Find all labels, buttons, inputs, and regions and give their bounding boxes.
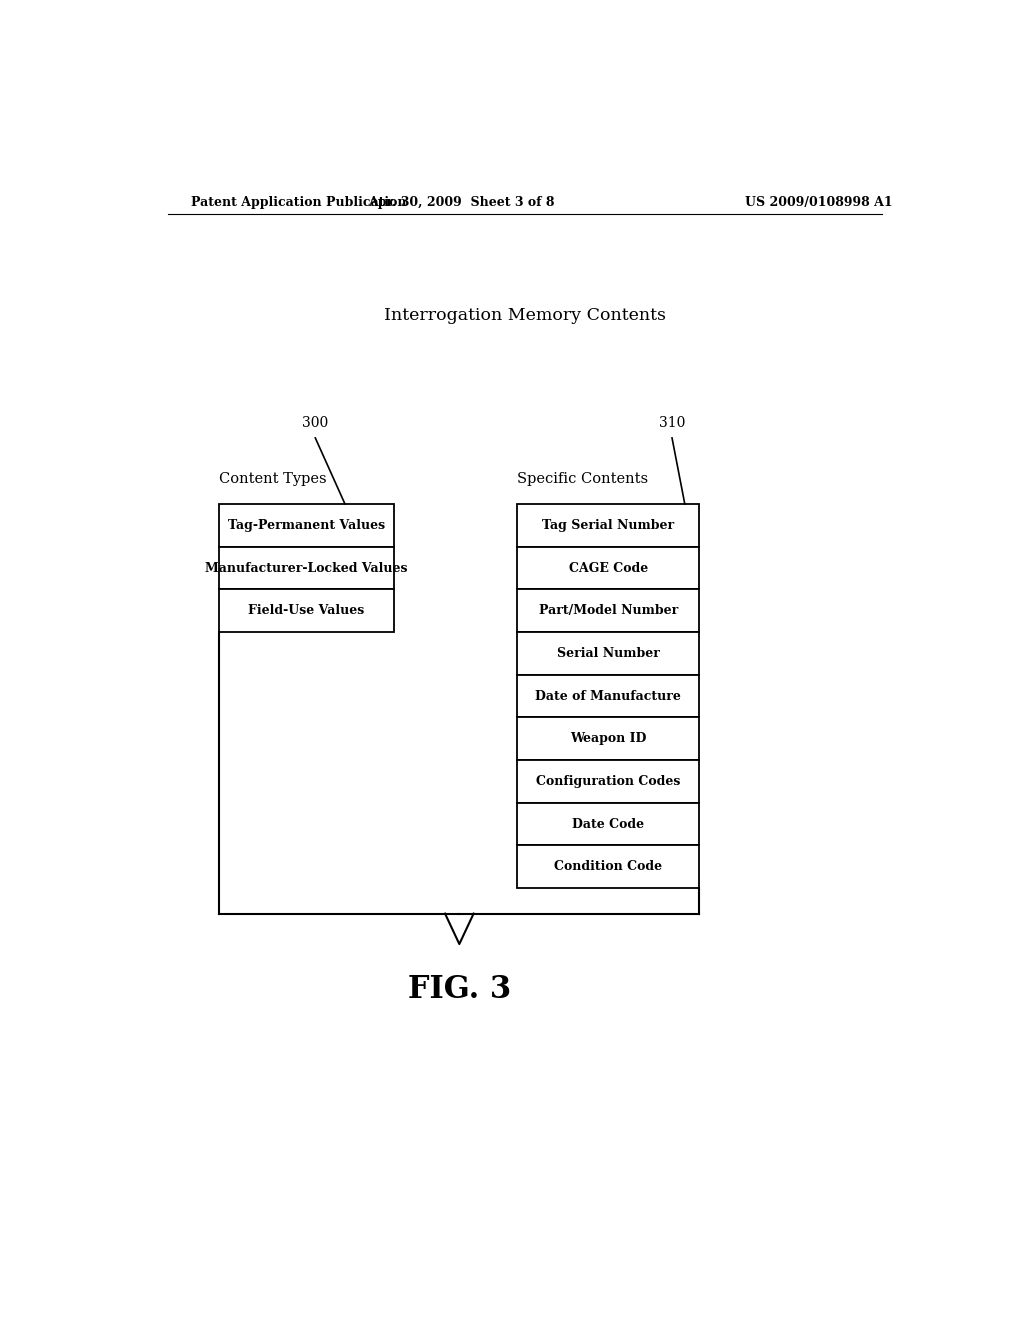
Bar (219, 589, 394, 632)
Text: Tag-Permanent Values: Tag-Permanent Values (228, 519, 385, 532)
Bar (219, 504, 394, 546)
Text: Specific Contents: Specific Contents (517, 471, 648, 486)
Text: 300: 300 (302, 416, 329, 430)
Bar (517, 846, 699, 888)
Bar (517, 718, 699, 760)
Text: Apr. 30, 2009  Sheet 3 of 8: Apr. 30, 2009 Sheet 3 of 8 (368, 195, 555, 209)
Text: Condition Code: Condition Code (554, 861, 663, 874)
Bar (219, 546, 394, 589)
Bar (517, 546, 699, 589)
Text: Tag Serial Number: Tag Serial Number (542, 519, 674, 532)
Text: Field-Use Values: Field-Use Values (249, 605, 365, 618)
Text: US 2009/0108998 A1: US 2009/0108998 A1 (744, 195, 892, 209)
Text: Manufacturer-Locked Values: Manufacturer-Locked Values (205, 561, 408, 574)
Text: Part/Model Number: Part/Model Number (539, 605, 678, 618)
Text: 310: 310 (658, 416, 685, 430)
Bar (517, 632, 699, 675)
Bar (517, 504, 699, 546)
Bar (517, 760, 699, 803)
Bar (517, 589, 699, 632)
Text: Configuration Codes: Configuration Codes (536, 775, 680, 788)
Bar (517, 803, 699, 846)
Text: Weapon ID: Weapon ID (570, 733, 646, 746)
Text: Serial Number: Serial Number (557, 647, 659, 660)
Text: FIG. 3: FIG. 3 (408, 974, 511, 1006)
Text: CAGE Code: CAGE Code (568, 561, 648, 574)
Bar (517, 675, 699, 718)
Text: Date of Manufacture: Date of Manufacture (536, 689, 681, 702)
Text: Date Code: Date Code (572, 817, 644, 830)
Text: Content Types: Content Types (219, 471, 327, 486)
Text: Interrogation Memory Contents: Interrogation Memory Contents (384, 308, 666, 325)
Text: Patent Application Publication: Patent Application Publication (191, 195, 407, 209)
